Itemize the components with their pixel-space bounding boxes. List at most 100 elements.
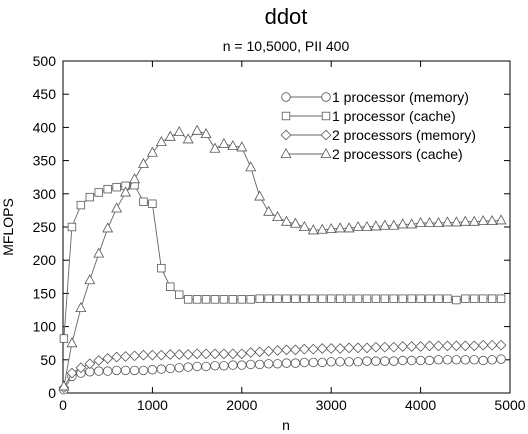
data-point-diamond <box>486 339 498 351</box>
data-point-triangle <box>370 220 382 231</box>
data-point-circle <box>111 365 122 376</box>
data-point-circle <box>246 359 256 370</box>
data-point-triangle <box>486 214 498 226</box>
x-tick-label: 5000 <box>494 397 525 413</box>
y-tick-label: 100 <box>33 319 57 335</box>
data-point-square <box>443 294 452 303</box>
data-point-square <box>344 294 354 303</box>
x-tick-label: 3000 <box>316 397 347 413</box>
data-point-diamond <box>75 362 87 374</box>
data-point-square <box>94 188 103 197</box>
data-point-diamond <box>147 349 158 361</box>
data-point-square <box>335 294 345 303</box>
data-point-triangle <box>137 157 149 168</box>
data-point-circle <box>371 356 381 366</box>
data-point-triangle <box>343 222 355 233</box>
x-tick-label: 1000 <box>137 397 168 413</box>
data-point-triangle <box>191 124 203 135</box>
data-point-circle <box>469 355 479 365</box>
data-point-square <box>67 222 77 232</box>
data-point-triangle <box>477 214 489 226</box>
data-point-circle <box>147 365 158 375</box>
data-point-triangle <box>433 216 444 228</box>
data-point-triangle <box>379 219 391 230</box>
data-point-circle <box>308 357 319 368</box>
data-point-diamond <box>477 339 489 351</box>
data-point-triangle <box>66 337 78 348</box>
y-tick-label: 450 <box>33 86 57 102</box>
data-point-triangle <box>406 218 418 229</box>
data-point-diamond <box>227 348 239 360</box>
data-point-circle <box>254 359 265 370</box>
data-point-square <box>148 199 157 208</box>
data-point-diamond <box>245 347 257 358</box>
data-point-triangle <box>182 133 194 144</box>
y-tick-label: 350 <box>33 153 57 169</box>
legend-label: 2 processors (cache) <box>332 146 463 162</box>
data-point-triangle <box>307 224 319 235</box>
data-point-circle <box>389 356 399 366</box>
data-point-circle <box>290 358 301 368</box>
data-point-square <box>309 294 318 303</box>
data-point-circle <box>380 356 390 366</box>
data-point-circle <box>228 360 238 370</box>
data-point-square <box>139 197 148 206</box>
data-point-triangle <box>415 216 427 228</box>
data-point-circle <box>156 364 167 374</box>
data-point-circle <box>183 362 193 372</box>
legend-label: 1 processor (cache) <box>332 108 456 124</box>
y-tick-label: 150 <box>33 285 57 301</box>
data-point-circle <box>415 355 426 366</box>
data-point-triangle <box>388 219 400 230</box>
data-point-diamond <box>111 351 123 363</box>
data-point-diamond <box>406 341 418 352</box>
data-point-diamond <box>299 343 310 355</box>
legend-marker-square <box>281 111 291 121</box>
data-point-circle <box>219 361 229 371</box>
data-point-triangle <box>164 130 176 141</box>
data-point-triangle <box>263 205 275 216</box>
data-point-circle <box>102 366 113 376</box>
legend-item-diamond: 2 processors (memory) <box>280 127 476 143</box>
data-point-circle <box>281 358 292 368</box>
data-point-diamond <box>388 341 400 353</box>
data-point-square <box>237 295 246 304</box>
data-point-triangle <box>111 202 123 213</box>
data-point-diamond <box>316 343 328 354</box>
data-point-diamond <box>129 350 140 362</box>
data-point-triangle <box>281 215 292 226</box>
y-tick-label: 200 <box>33 252 57 268</box>
data-point-square <box>434 294 443 303</box>
legend-marker-diamond <box>320 129 332 141</box>
legend-marker-circle <box>321 92 331 102</box>
legend-label: 1 processor (memory) <box>332 89 469 105</box>
y-tick-label: 250 <box>33 219 57 235</box>
data-point-square <box>470 294 479 303</box>
data-point-square <box>103 184 112 194</box>
data-point-diamond <box>66 367 78 379</box>
data-point-square <box>255 294 264 303</box>
data-point-circle <box>406 355 417 366</box>
data-point-triangle <box>218 137 230 149</box>
data-point-circle <box>398 355 408 366</box>
data-point-circle <box>94 366 104 376</box>
data-point-circle <box>424 355 435 366</box>
data-point-square <box>85 192 95 202</box>
data-point-circle <box>433 355 444 365</box>
data-point-triangle <box>173 126 185 137</box>
data-point-diamond <box>263 345 274 357</box>
data-point-triangle <box>450 216 462 227</box>
data-point-diamond <box>433 340 444 352</box>
series-diamond <box>58 339 507 394</box>
data-point-diamond <box>138 349 149 361</box>
data-point-square <box>371 294 381 303</box>
data-point-triangle <box>298 220 310 232</box>
data-point-triangle <box>468 215 480 226</box>
data-point-triangle <box>129 173 140 184</box>
data-point-circle <box>460 355 471 365</box>
data-point-triangle <box>236 141 248 152</box>
data-point-triangle <box>200 128 212 139</box>
y-tick-label: 400 <box>33 119 57 135</box>
data-point-circle <box>237 360 247 370</box>
legend-marker-triangle <box>320 147 332 159</box>
